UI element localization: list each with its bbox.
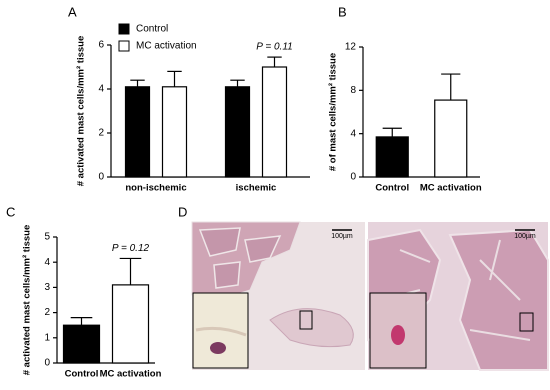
bar xyxy=(62,324,101,364)
legend-label: Control xyxy=(136,24,168,35)
mast-cell xyxy=(210,342,226,354)
y-tick-label: 5 xyxy=(44,232,50,243)
bar xyxy=(261,66,288,178)
panel-label: C xyxy=(6,204,15,219)
x-tick-label: MC activation xyxy=(100,369,162,380)
y-tick-label: 0 xyxy=(350,172,356,183)
bar xyxy=(224,86,251,178)
y-tick-label: 6 xyxy=(98,40,104,51)
x-tick-label: MC activation xyxy=(420,183,482,194)
x-tick-label: Control xyxy=(65,369,99,380)
y-tick-label: 4 xyxy=(350,128,356,139)
x-tick-label: non-ischemic xyxy=(125,183,186,194)
inset xyxy=(192,292,249,369)
y-tick-label: 0 xyxy=(44,358,50,369)
annotation: P = 0.11 xyxy=(256,42,292,53)
y-axis-label: # activated mast cells/mm² tissue xyxy=(76,36,87,187)
inset-box xyxy=(519,312,534,332)
y-tick-label: 4 xyxy=(98,84,104,95)
panel-label: D xyxy=(178,204,187,219)
bar xyxy=(124,86,151,178)
scale-label: 100µm xyxy=(331,233,353,240)
y-tick-label: 4 xyxy=(44,257,50,268)
mast-cell xyxy=(391,325,405,345)
bar xyxy=(111,284,150,364)
y-tick-label: 0 xyxy=(98,172,104,183)
y-axis-label: # of mast cells/mm² tissue xyxy=(328,53,339,171)
annotation: P = 0.12 xyxy=(112,243,150,254)
panel-label: B xyxy=(338,4,347,19)
y-axis-label: # activated mast cells/mm² tissue xyxy=(22,225,33,376)
inset-box xyxy=(299,310,313,330)
x-tick-label: ischemic xyxy=(236,183,277,194)
scale-label: 100µm xyxy=(514,233,536,240)
x-tick-label: Control xyxy=(375,183,409,194)
legend-label: MC activation xyxy=(136,41,197,52)
y-tick-label: 1 xyxy=(44,332,50,343)
y-tick-label: 12 xyxy=(345,42,357,53)
legend-swatch xyxy=(118,23,130,35)
bar xyxy=(161,86,188,178)
y-tick-label: 3 xyxy=(44,282,50,293)
bar xyxy=(375,136,409,178)
y-tick-label: 8 xyxy=(350,85,356,96)
panel-label: A xyxy=(68,4,77,19)
y-tick-label: 2 xyxy=(98,128,104,139)
legend-swatch xyxy=(118,40,130,52)
micrographs: D 100µm 100µm xyxy=(178,204,549,371)
bar xyxy=(434,99,468,178)
tissue xyxy=(195,326,247,337)
y-tick-label: 2 xyxy=(44,307,50,318)
tissue xyxy=(198,227,282,289)
